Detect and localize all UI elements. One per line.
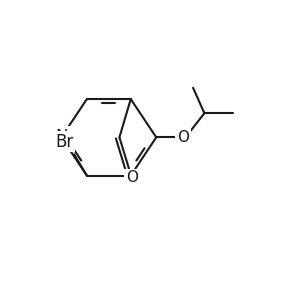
Text: O: O: [177, 130, 189, 145]
Text: N: N: [55, 128, 68, 146]
Text: O: O: [126, 170, 138, 185]
Text: Br: Br: [55, 133, 73, 151]
